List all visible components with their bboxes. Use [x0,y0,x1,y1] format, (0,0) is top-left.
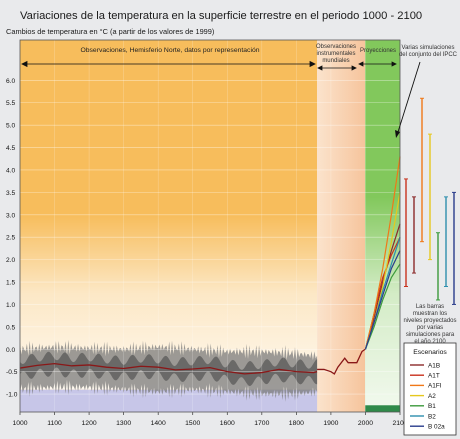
period-background [317,40,366,412]
grid-lines [20,40,400,412]
legend-title: Escenarios [413,349,447,356]
scenario-line-a1fi [364,156,401,350]
svg-text:Observaciones: Observaciones [316,44,356,50]
period-label-projections: Proyecciones [360,48,396,54]
y-tick-label: 5.0 [6,123,15,130]
x-tick-label: 2000 [358,420,373,427]
svg-text:simulaciones para: simulaciones para [406,332,455,338]
svg-text:por varias: por varias [417,325,443,331]
y-tick-label: -0.5 [6,369,18,376]
y-tick-label: 3.5 [6,190,15,197]
x-tick-label: 1300 [116,420,131,427]
legend-label: A1FI [428,383,442,390]
instrumental-line [317,348,366,375]
x-tick-label: 1100 [47,420,62,427]
y-tick-label: 4.5 [6,145,15,152]
period-background-lower [20,389,318,412]
y-tick-labels: -1.0 -0.5 0.0 0.5 1.0 1.5 2.0 2.5 3.0 3.5 4.0 4.5 5.… [6,78,18,399]
svg-text:mundiales: mundiales [322,58,349,64]
svg-text:el año 2100: el año 2100 [414,339,446,345]
scenario-line-b-02a [364,250,401,350]
range-bars [404,97,456,305]
x-tick-labels: 1000 1100 1200 1300 1400 1500 1600 1700 1800 1900… [12,412,408,427]
period-label-instrumental: Observaciones instrumentales mundiales [316,44,356,64]
legend-label: A1T [428,373,440,380]
y-tick-label: 4.0 [6,167,15,174]
svg-text:del conjunto del IPCC: del conjunto del IPCC [399,52,458,58]
y-tick-label: 2.5 [6,235,15,242]
x-tick-label: 2100 [392,420,407,427]
simulations-annotation: Varias simulaciones del conjunto del IPC… [395,45,458,138]
y-tick-label: 2.0 [6,257,15,264]
period-labels: Observaciones, Hemisferio Norte, datos p… [21,44,397,71]
svg-text:Las barras: Las barras [416,304,444,310]
y-axis-label: Cambios de temperatura en °C (a partir d… [6,27,214,36]
period-label-proxy: Observaciones, Hemisferio Norte, datos p… [80,47,259,54]
svg-text:Varias simulaciones: Varias simulaciones [402,45,455,51]
bars-annotation: Las barras muestran los niveles proyecta… [403,304,456,345]
x-tick-label: 1900 [323,420,338,427]
legend-label: B1 [428,403,436,410]
y-tick-label: -1.0 [6,392,18,399]
legend-label: A1B [428,362,440,369]
svg-text:instrumentales: instrumentales [316,51,355,57]
y-tick-label: 1.5 [6,280,15,287]
plot-frame [19,39,401,413]
x-tick-label: 1500 [185,420,200,427]
y-tick-label: 0.5 [6,324,15,331]
data-lines [19,156,401,375]
y-tick-label: 0.0 [6,347,15,354]
legend-label: B 02a [428,424,445,431]
y-tick-label: 5.5 [6,100,15,107]
x-tick-label: 1800 [289,420,304,427]
x-tick-label: 1700 [254,420,269,427]
legend-box [403,342,457,436]
x-tick-label: 1400 [151,420,166,427]
svg-text:niveles proyectados: niveles proyectados [403,318,456,324]
legend-label: A2 [428,393,436,400]
scenario-line-b1 [364,263,401,350]
period-arrows [21,60,397,71]
y-tick-label: 1.0 [6,302,15,309]
legend-label: B2 [428,413,436,420]
projection-base [365,405,400,412]
y-tick-label: 3.0 [6,212,15,219]
legend: Escenarios A1B A1T A1FI A2 B1 B2 B 02a [403,342,457,436]
x-tick-label: 1200 [82,420,97,427]
y-tick-label: 6.0 [6,78,15,85]
reconstruction-line [19,362,318,375]
x-tick-label: 1000 [12,420,27,427]
scenario-line-a1b [364,223,401,350]
legend-items: A1B A1T A1FI A2 B1 B2 B 02a [410,362,445,431]
chart-title: Variaciones de la temperatura en la supe… [20,10,422,22]
x-tick-label: 1600 [220,420,235,427]
svg-text:muestran los: muestran los [413,311,447,317]
